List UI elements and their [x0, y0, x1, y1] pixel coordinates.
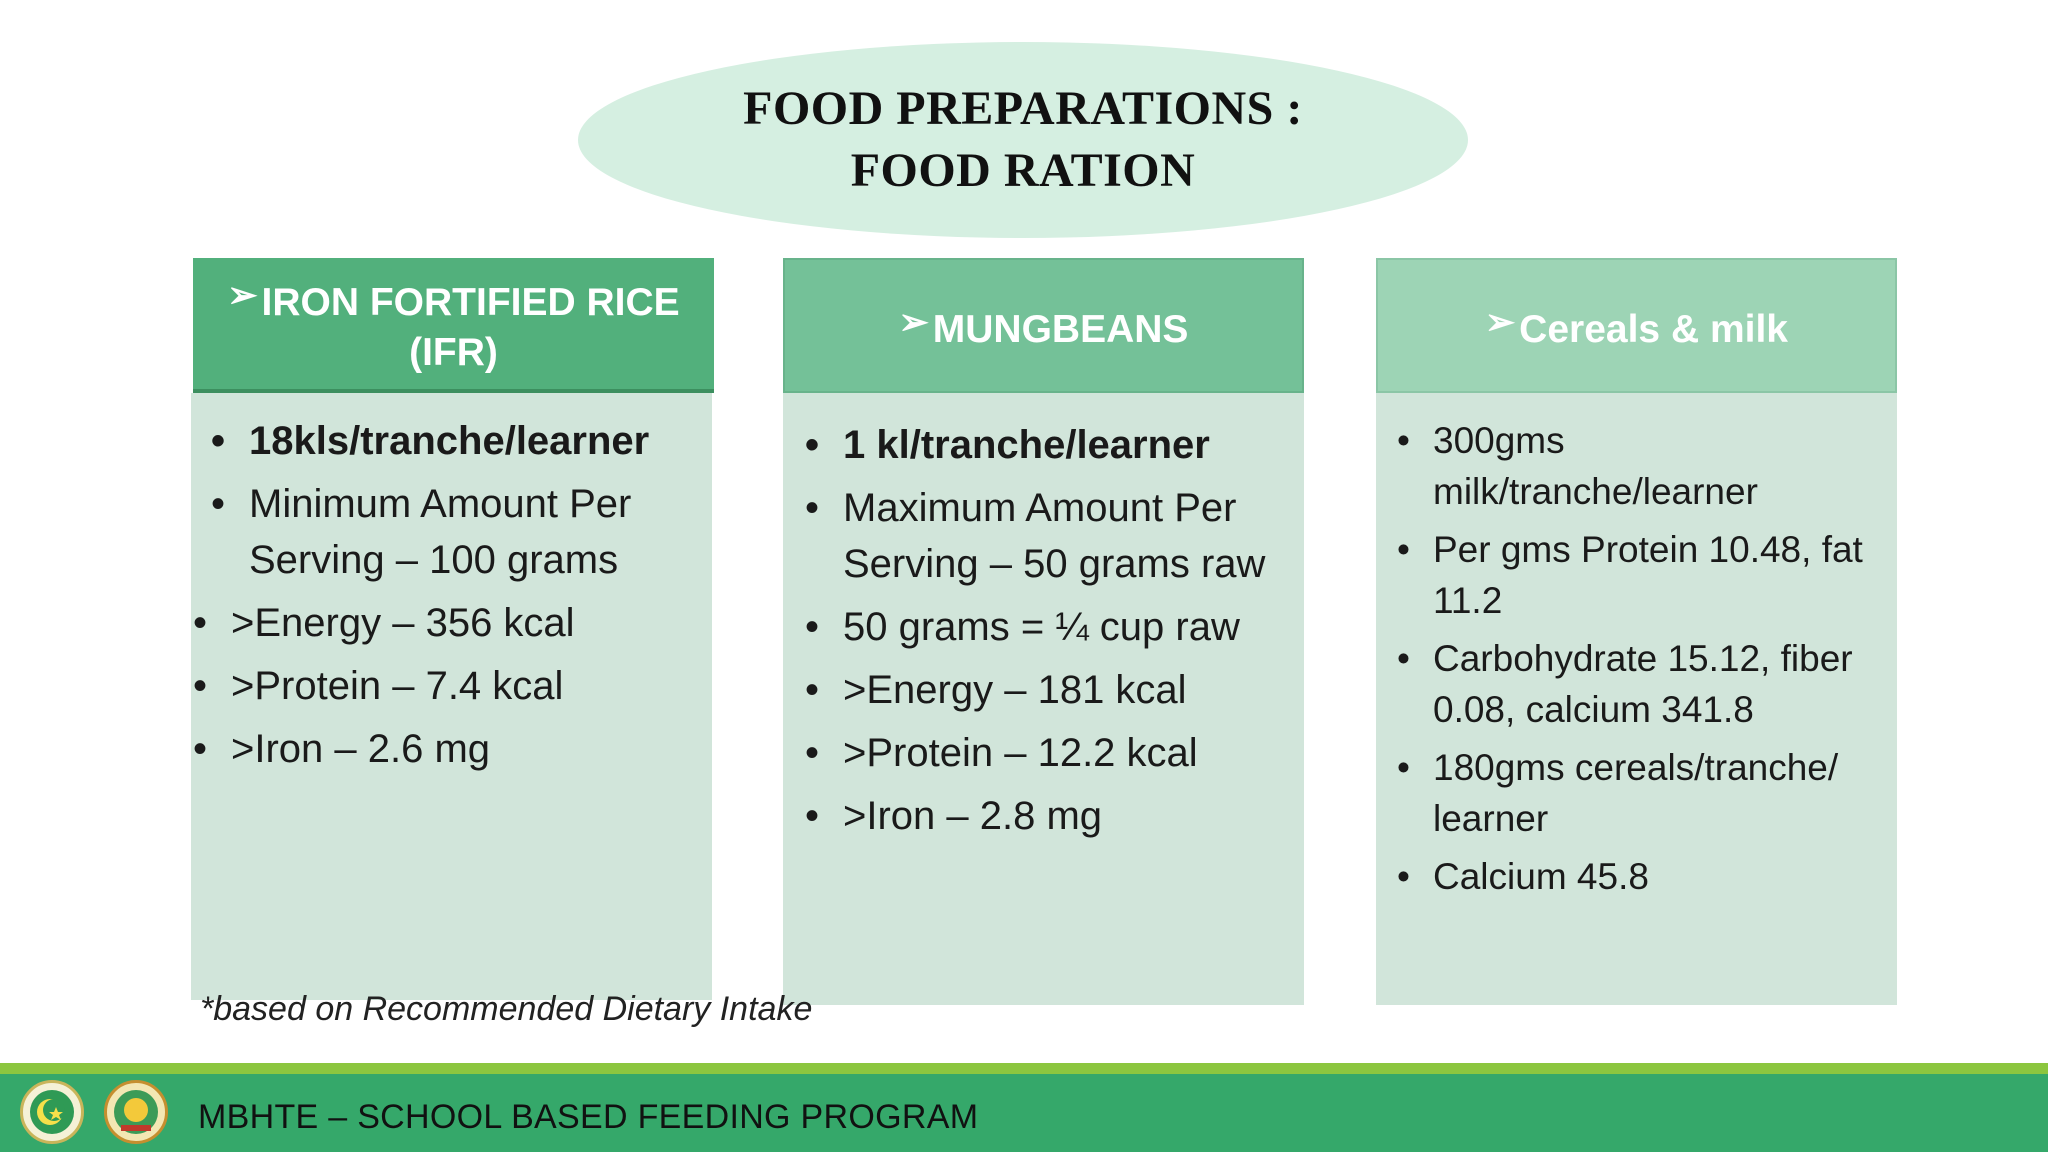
arrow-bullet-icon: ➢ [1485, 300, 1516, 342]
cereals-milk-header-label: Cereals & milk [1519, 307, 1788, 351]
cereals-milk-list: 300gms milk/tranche/learner Per gms Prot… [1376, 393, 1897, 902]
list-item: >Energy – 181 kcal [805, 662, 1284, 718]
mungbeans-body: 1 kl/tranche/learner Maximum Amount Per … [783, 393, 1304, 1005]
list-item: 18kls/tranche/learner [211, 413, 692, 469]
list-item: Carbohydrate 15.12, fiber 0.08, calcium … [1397, 633, 1879, 735]
arrow-bullet-icon: ➢ [227, 273, 258, 315]
ifr-header: ➢ IRON FORTIFIED RICE (IFR) [193, 258, 714, 393]
ifr-header-line2: (IFR) [409, 330, 498, 374]
list-item: 180gms cereals/tranche/ learner [1397, 742, 1879, 844]
list-item: 50 grams = ¼ cup raw [805, 599, 1284, 655]
list-item: >Protein – 7.4 kcal [193, 658, 712, 714]
footer-bar [0, 1074, 2048, 1152]
bangsamoro-seal-icon [20, 1080, 84, 1144]
list-item: Minimum Amount Per Serving – 100 grams [211, 476, 692, 588]
list-item: >Protein – 12.2 kcal [805, 725, 1284, 781]
cereals-milk-header: ➢ Cereals & milk [1376, 258, 1897, 393]
mungbeans-header-label: MUNGBEANS [932, 307, 1189, 351]
mungbeans-header: ➢ MUNGBEANS [783, 258, 1304, 393]
list-item: >Energy – 356 kcal [193, 595, 712, 651]
list-item: 1 kl/tranche/learner [805, 417, 1284, 473]
ifr-body: 18kls/tranche/learner Minimum Amount Per… [191, 393, 712, 1000]
slide-title-line1: FOOD PREPARATIONS : [743, 82, 1303, 135]
list-item: 300gms milk/tranche/learner [1397, 415, 1879, 517]
mungbeans-list: 1 kl/tranche/learner Maximum Amount Per … [783, 393, 1304, 844]
list-item: Calcium 45.8 [1397, 851, 1879, 902]
list-item: Per gms Protein 10.48, fat 11.2 [1397, 524, 1879, 626]
slide-title-line2: FOOD RATION [850, 144, 1196, 197]
list-item: Maximum Amount Per Serving – 50 grams ra… [805, 480, 1284, 592]
ifr-sublist: >Energy – 356 kcal >Protein – 7.4 kcal >… [191, 595, 712, 777]
mbhte-seal-icon [104, 1080, 168, 1144]
ifr-list: 18kls/tranche/learner Minimum Amount Per… [191, 393, 712, 588]
cereals-milk-body: 300gms milk/tranche/learner Per gms Prot… [1376, 393, 1897, 1005]
ifr-header-line1: IRON FORTIFIED RICE [261, 280, 680, 324]
list-item: >Iron – 2.8 mg [805, 788, 1284, 844]
footer-stripe [0, 1063, 2048, 1074]
footnote: *based on Recommended Dietary Intake [200, 990, 813, 1028]
arrow-bullet-icon: ➢ [898, 300, 929, 342]
title-ellipse: FOOD PREPARATIONS : FOOD RATION [578, 42, 1468, 238]
footer-program-title: MBHTE – SCHOOL BASED FEEDING PROGRAM [198, 1098, 979, 1136]
list-item: >Iron – 2.6 mg [193, 721, 712, 777]
